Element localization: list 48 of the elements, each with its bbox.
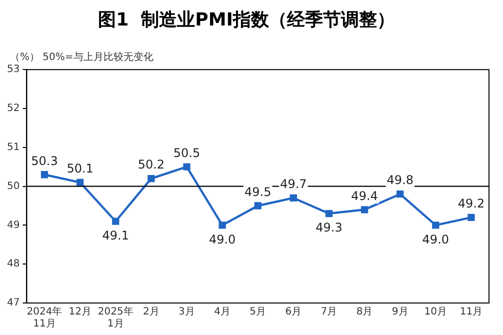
- data-label: 49.3: [316, 220, 342, 235]
- point: [218, 222, 226, 229]
- y-tick-label: 47: [6, 298, 20, 309]
- point: [360, 206, 368, 214]
- point: [254, 202, 262, 210]
- point: [183, 163, 190, 170]
- y-tick-label: 51: [6, 142, 20, 153]
- x-tick-label: 5月: [250, 306, 266, 318]
- data-label: 50.2: [138, 158, 165, 172]
- x-tick-label: 6月: [285, 306, 302, 318]
- x-tick-label: 9月: [392, 306, 408, 318]
- data-label: 49.2: [458, 196, 485, 211]
- y-tick-label: 50: [6, 180, 20, 192]
- y-tick-label: 48: [6, 258, 20, 270]
- data-label: 49.4: [351, 188, 378, 203]
- data-label: 50.3: [31, 154, 58, 168]
- point: [290, 194, 297, 202]
- point: [432, 222, 440, 229]
- data-label: 49.0: [208, 232, 236, 246]
- text: （%） 50%=与上月比较无变化: [10, 52, 154, 63]
- y-tick-label: 53: [6, 64, 20, 76]
- data-label: 49.7: [280, 177, 307, 192]
- point: [112, 218, 120, 225]
- data-label: 49.8: [386, 173, 414, 188]
- point: [468, 214, 475, 221]
- point: [396, 190, 404, 198]
- point: [325, 210, 333, 218]
- x-tick-label: 3月: [178, 306, 195, 318]
- y-tick-label: 49: [6, 220, 20, 231]
- x-tick-label: 7月: [320, 306, 338, 318]
- data-label: 49.1: [102, 228, 129, 242]
- point: [76, 178, 84, 186]
- x-tick-label: 2025年 1月: [98, 306, 134, 330]
- point: [40, 171, 48, 178]
- data-label: 50.5: [173, 146, 200, 160]
- data-label: 49.5: [244, 184, 272, 199]
- data-label: 49.0: [422, 232, 450, 246]
- x-tick-label: 11月: [460, 306, 483, 318]
- x-tick-label: 2024年 11月: [26, 306, 62, 330]
- chart-title: 图1 制造业PMI指数（经季节调整）: [98, 9, 395, 30]
- y-tick-label: 52: [6, 103, 20, 114]
- x-tick-label: 2月: [142, 306, 160, 318]
- x-tick-label: 4月: [214, 306, 230, 318]
- x-tick-label: 12月: [68, 306, 92, 318]
- x-tick-label: 8月: [356, 306, 373, 318]
- point: [148, 174, 155, 182]
- data-label: 50.1: [66, 162, 94, 176]
- x-tick-label: 10月: [424, 306, 448, 318]
